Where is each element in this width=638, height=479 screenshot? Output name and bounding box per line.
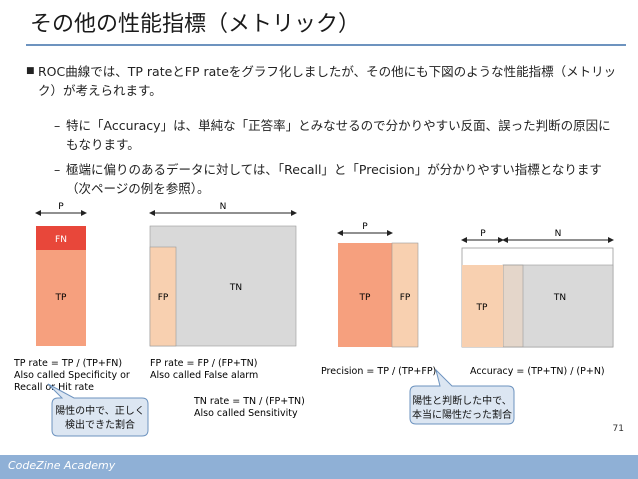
callout-bubble-1 [47,383,149,437]
callout-2-line-2: 本当に陽性だった割合 [412,410,512,421]
callout-bubble-2 [409,368,515,425]
sub-bullet-2: – 極端に偏りのあるデータに対しては、「Recall」と「Precision」が… [54,160,618,198]
callout-text-1: 陽性の中で、正しく 検出できた割合 [52,405,148,433]
callout-2-line-1: 陽性と判断した中で、 [412,396,512,407]
tn-rate-formula: TN rate = TN / (FP+TN) Also called Sensi… [193,396,308,419]
tp-label-1: TP [55,293,67,303]
sub-bullet-1-text: 特に「Accuracy」は、単純な「正答率」とみなせるので分かりやすい反面、誤っ… [66,118,611,152]
callout-text-2: 陽性と判断した中で、 本当に陽性だった割合 [410,395,514,423]
fp-box-2 [391,242,419,348]
callout-1-line-2: 検出できた割合 [65,420,135,431]
callout-1-line-1: 陽性の中で、正しく [55,406,145,417]
tp-label-2: TP [359,293,371,303]
title-rule [26,44,626,46]
fn-box [36,226,86,250]
tn-box-3 [502,264,614,348]
accuracy-formula: Accuracy = (TP+TN) / (P+N) [470,366,605,377]
main-bullet: ■ ROC曲線では、TP rateとFP rateをグラフ化しましたが、その他に… [26,62,618,100]
tn-label-1: TN [229,283,242,293]
main-bullet-text: ROC曲線では、TP rateとFP rateをグラフ化しましたが、その他にも下… [38,64,617,98]
slide-title: その他の性能指標（メトリック） [30,12,361,37]
tp-label-3: TP [476,303,488,313]
footer-brand: CodeZine Academy [8,459,116,472]
fp-box-3 [502,264,524,348]
tp-box-1 [36,250,86,346]
square-bullet-icon: ■ [26,66,35,76]
n-label-1: N [220,202,227,212]
tp-box-3 [462,265,503,347]
tp-box-2 [338,243,392,347]
sub-bullet-1: – 特に「Accuracy」は、単純な「正答率」とみなせるので分かりやすい反面、… [54,116,618,154]
sub-bullet-2-text: 極端に偏りのあるデータに対しては、「Recall」と「Precision」が分か… [66,162,602,196]
p-label-2: P [362,222,368,232]
p-label-3: P [480,229,486,239]
footer-bar: CodeZine Academy [0,455,638,479]
fn-label: FN [55,235,67,245]
tn-label-3: TN [553,293,566,303]
dash-bullet-icon: – [54,118,61,133]
precision-formula: Precision = TP / (TP+FP) [321,366,436,377]
fp-label-2: FP [400,293,411,303]
page-number: 71 [612,424,624,434]
tp-rate-formula: TP rate = TP / (TP+FN) Also called Speci… [13,358,133,393]
fp-rate-formula: FP rate = FP / (FP+TN) Also called False… [150,358,260,381]
fp-label-1: FP [158,293,169,303]
fp-box-1 [149,246,177,347]
dash-bullet-icon: – [54,162,61,177]
n-label-3: N [555,229,562,239]
p-label-1: P [58,202,64,212]
